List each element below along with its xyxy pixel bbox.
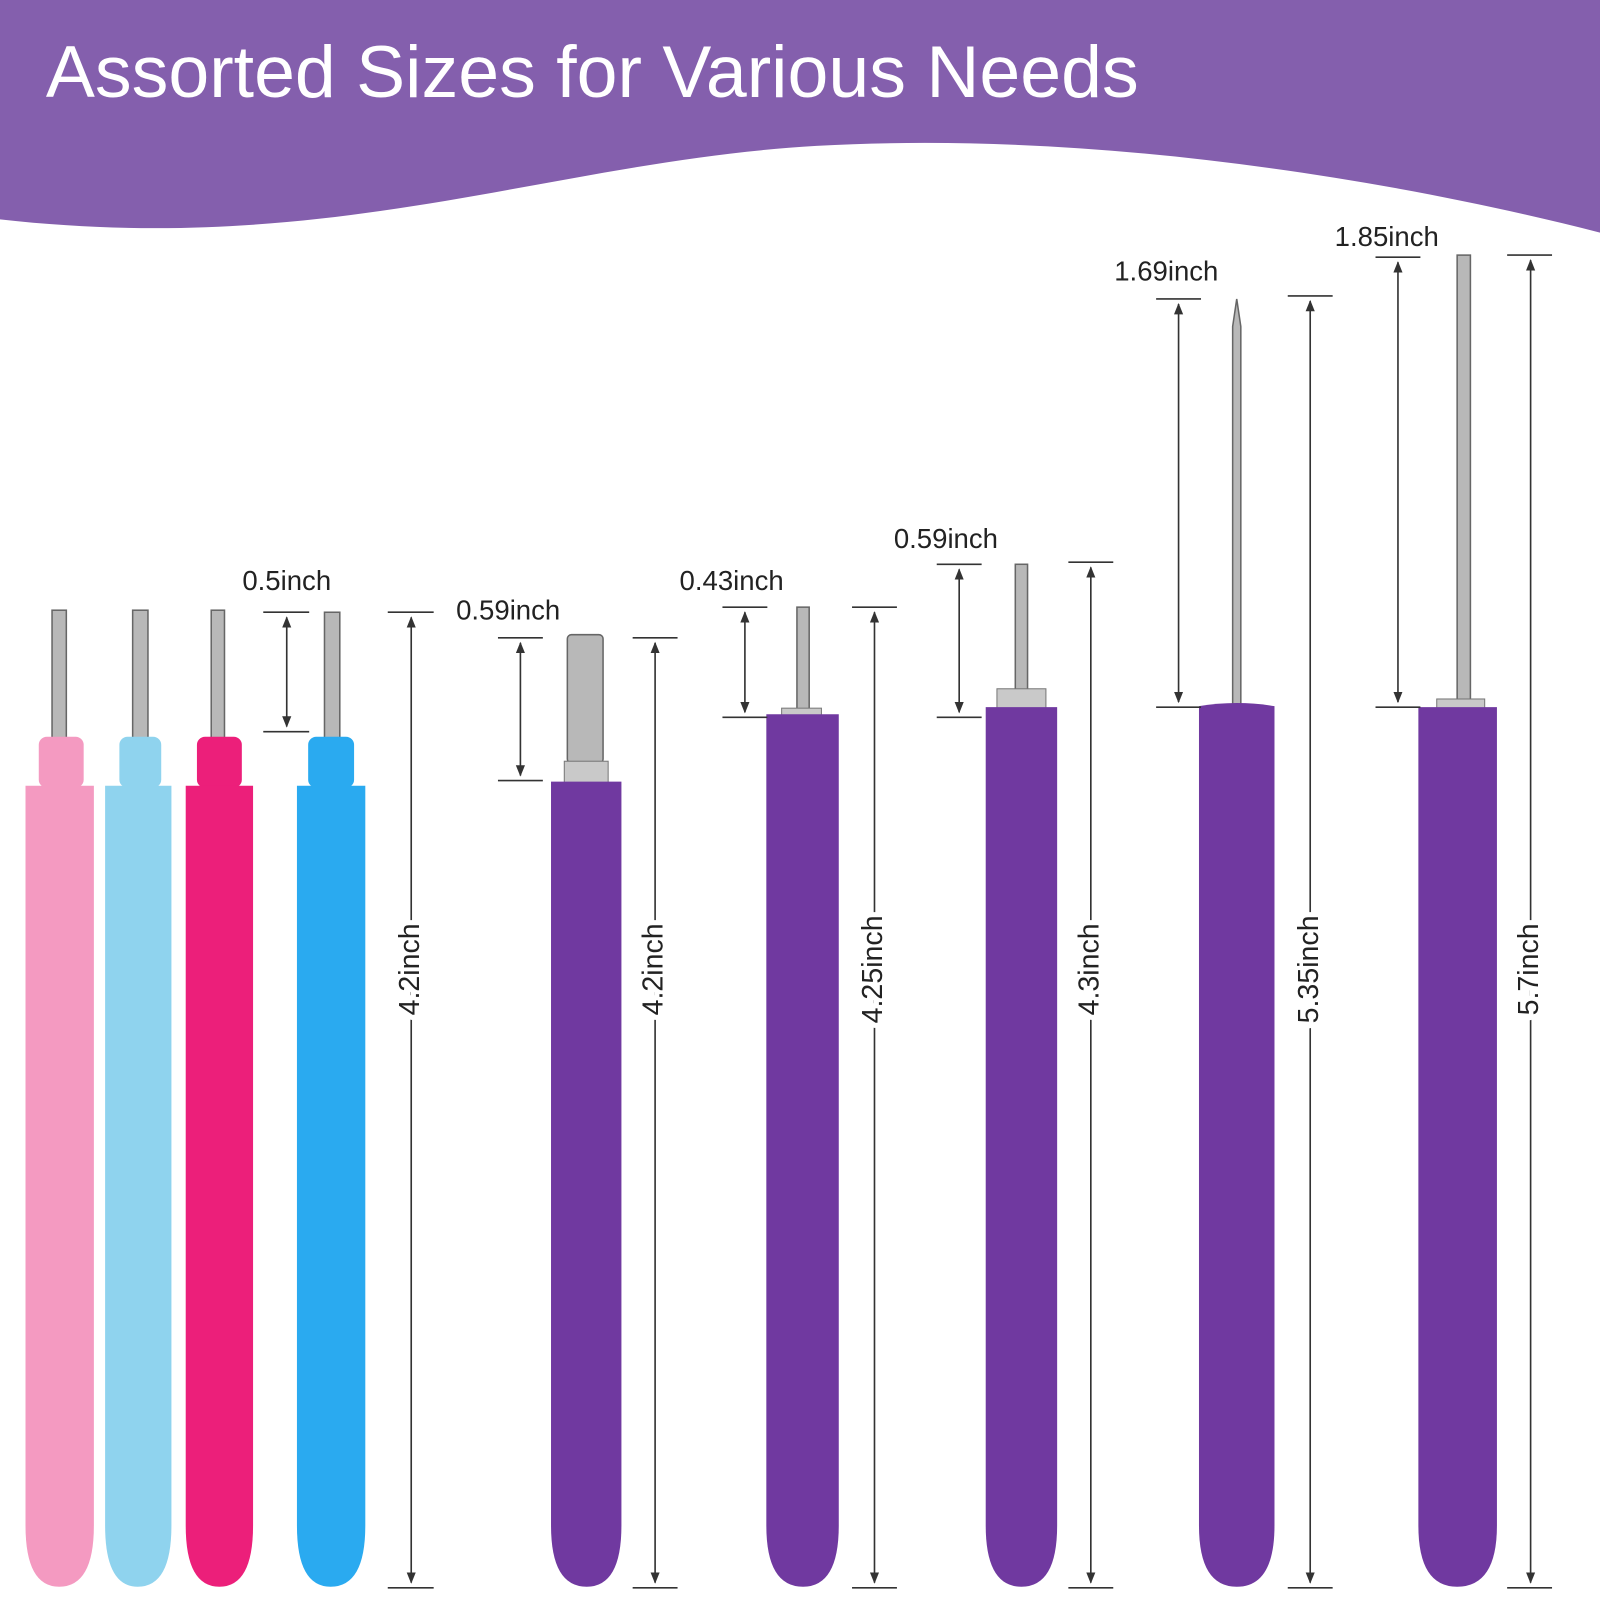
tool-part bbox=[563, 760, 609, 785]
tool-part bbox=[1231, 298, 1242, 707]
tool-part bbox=[131, 609, 149, 740]
tip-dimension: 0.43inch bbox=[680, 565, 784, 719]
tool-part bbox=[210, 609, 226, 740]
tool-part bbox=[996, 688, 1047, 710]
label: 4.3inch bbox=[1073, 923, 1105, 1015]
label: 0.5inch bbox=[242, 565, 331, 596]
tip-dimension: 0.59inch bbox=[894, 523, 998, 719]
tip-dimension: 1.85inch bbox=[1335, 221, 1439, 708]
label: 0.59inch bbox=[894, 523, 998, 554]
length-dimension: 5.7inch bbox=[1507, 254, 1553, 1589]
tip-dimension: 0.59inch bbox=[456, 594, 560, 782]
tool-part bbox=[551, 781, 622, 1587]
label: 1.69inch bbox=[1114, 256, 1218, 287]
tool-part bbox=[766, 714, 839, 1587]
purple-tool bbox=[1198, 298, 1275, 1587]
length-dimension: 4.3inch bbox=[1068, 561, 1114, 1589]
tool-part bbox=[105, 785, 172, 1587]
tool-part bbox=[308, 736, 355, 788]
pink-tool bbox=[25, 609, 94, 1587]
title: Assorted Sizes for Various Needs bbox=[46, 30, 1139, 113]
length-dimension: 4.25inch bbox=[852, 606, 897, 1589]
length-dimension: 4.2inch bbox=[633, 636, 678, 1589]
tool-part bbox=[1198, 703, 1275, 1587]
tool-part bbox=[1456, 254, 1472, 702]
blue-tool bbox=[296, 611, 366, 1587]
tool-part bbox=[985, 707, 1058, 1587]
purple-tool bbox=[1418, 254, 1497, 1587]
label: 4.25inch bbox=[857, 915, 889, 1023]
label: 5.7inch bbox=[1513, 923, 1545, 1015]
label: 4.2inch bbox=[638, 923, 670, 1015]
tool-part bbox=[185, 785, 254, 1587]
length-dimension: 5.35inch bbox=[1288, 295, 1333, 1589]
length-dimension: 4.2inch bbox=[387, 611, 434, 1589]
tip-dimension: 0.5inch bbox=[242, 565, 331, 733]
light-blue-tool bbox=[105, 609, 172, 1587]
label: 0.43inch bbox=[680, 565, 784, 596]
tool-part bbox=[1418, 707, 1497, 1587]
label: 4.2inch bbox=[394, 923, 426, 1015]
purple-tool bbox=[985, 563, 1058, 1587]
tool-part bbox=[566, 633, 604, 765]
label: 1.85inch bbox=[1335, 221, 1439, 252]
tool-part bbox=[296, 785, 366, 1587]
tool-part bbox=[51, 609, 68, 740]
tool-part bbox=[196, 736, 242, 788]
purple-tool bbox=[766, 606, 839, 1587]
magenta-tool bbox=[185, 609, 254, 1587]
label: 0.59inch bbox=[456, 594, 560, 625]
tool-part bbox=[25, 785, 94, 1587]
tool-part bbox=[38, 736, 84, 788]
header-banner bbox=[0, 0, 1600, 233]
purple-tool bbox=[551, 633, 622, 1587]
tool-part bbox=[323, 611, 341, 740]
tool-part bbox=[119, 736, 162, 788]
label: 5.35inch bbox=[1293, 915, 1325, 1023]
tip-dimension: 1.69inch bbox=[1114, 256, 1218, 708]
tool-part bbox=[796, 606, 810, 712]
tool-part bbox=[1014, 563, 1029, 692]
